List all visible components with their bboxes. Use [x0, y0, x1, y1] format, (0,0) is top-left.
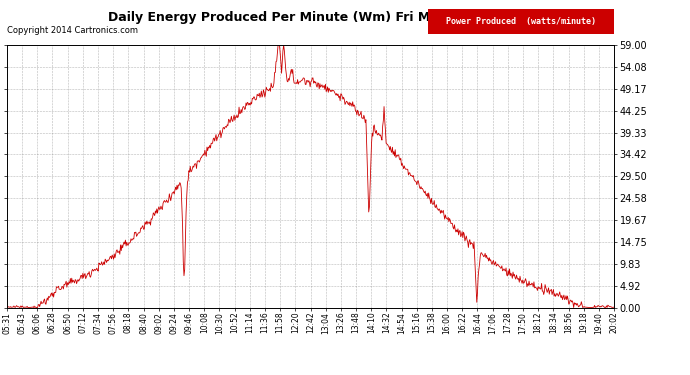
Text: Power Produced  (watts/minute): Power Produced (watts/minute)	[446, 17, 596, 26]
Text: Daily Energy Produced Per Minute (Wm) Fri May 23 20:15: Daily Energy Produced Per Minute (Wm) Fr…	[108, 11, 513, 24]
Text: Copyright 2014 Cartronics.com: Copyright 2014 Cartronics.com	[7, 26, 138, 35]
